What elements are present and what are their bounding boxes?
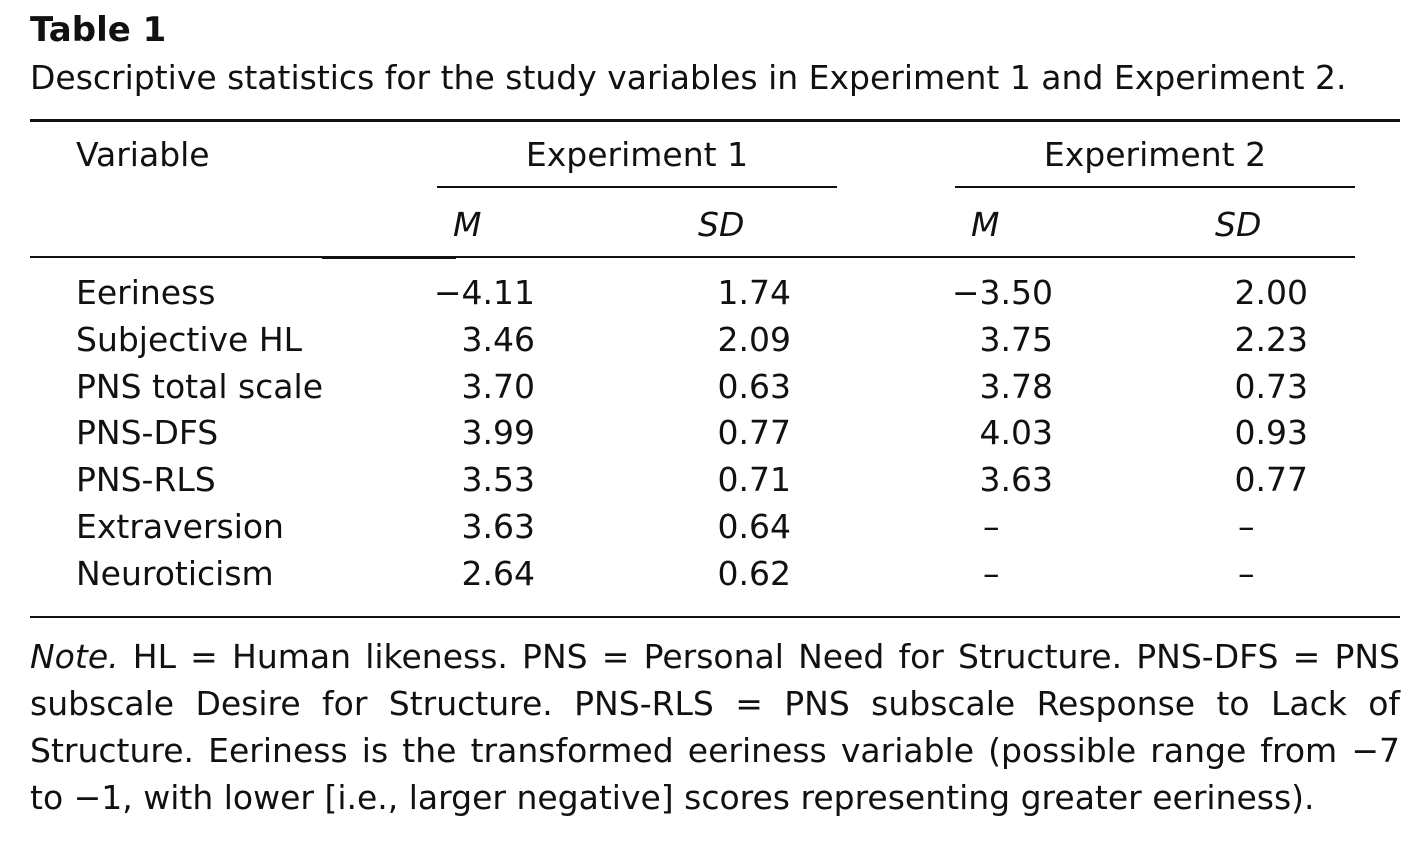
bottom-rule: [30, 616, 1400, 618]
row-label: PNS-DFS: [76, 413, 219, 452]
row-label: Eeriness: [76, 273, 216, 312]
cell-exp1-m: −4.11: [433, 273, 535, 312]
cell-exp1-sd: 1.74: [717, 273, 791, 312]
row-label: Neuroticism: [76, 554, 274, 593]
cell-exp2-m: –: [983, 507, 1000, 546]
rule-experiment-1: [437, 186, 837, 188]
header-experiment-1: Experiment 1: [525, 135, 749, 174]
cell-exp2-sd: 2.00: [1234, 273, 1308, 312]
row-label: Subjective HL: [76, 320, 303, 359]
cell-exp1-m: 3.70: [461, 367, 535, 406]
cell-exp2-m: 3.75: [979, 320, 1053, 359]
table-note: Note. HL = Human likeness. PNS = Persona…: [30, 633, 1400, 821]
top-rule: [30, 119, 1400, 122]
header-variable: Variable: [76, 135, 210, 174]
row-label: Extraversion: [76, 507, 284, 546]
cell-exp1-m: 3.46: [461, 320, 535, 359]
cell-exp1-m: 3.63: [461, 507, 535, 546]
cell-exp1-sd: 0.77: [717, 413, 791, 452]
cell-exp2-sd: 0.93: [1234, 413, 1308, 452]
cell-exp2-sd: –: [1238, 554, 1255, 593]
note-text: HL = Human likeness. PNS = Personal Need…: [30, 637, 1400, 817]
cell-exp2-m: –: [983, 554, 1000, 593]
cell-exp1-sd: 2.09: [717, 320, 791, 359]
cell-exp1-sd: 0.64: [717, 507, 791, 546]
note-label: Note.: [30, 637, 119, 676]
cell-exp2-sd: –: [1238, 507, 1255, 546]
cell-exp1-sd: 0.71: [717, 460, 791, 499]
header-rule: [30, 256, 1355, 258]
cell-exp2-sd: 2.23: [1234, 320, 1308, 359]
subheader-exp2-sd: SD: [1215, 205, 1262, 244]
cell-exp1-sd: 0.62: [717, 554, 791, 593]
subheader-exp1-m: M: [453, 205, 482, 244]
rule-experiment-2: [955, 186, 1355, 188]
row-label: PNS total scale: [76, 367, 324, 406]
header-rule-accent: [322, 256, 456, 259]
row-label: PNS-RLS: [76, 460, 216, 499]
cell-exp1-m: 3.99: [461, 413, 535, 452]
cell-exp1-m: 2.64: [461, 554, 535, 593]
cell-exp2-m: −3.50: [951, 273, 1053, 312]
cell-exp2-sd: 0.73: [1234, 367, 1308, 406]
cell-exp1-sd: 0.63: [717, 367, 791, 406]
cell-exp2-m: 3.63: [979, 460, 1053, 499]
cell-exp2-m: 4.03: [979, 413, 1053, 452]
table-caption: Descriptive statistics for the study var…: [30, 58, 1347, 97]
subheader-exp2-m: M: [971, 205, 1000, 244]
cell-exp1-m: 3.53: [461, 460, 535, 499]
cell-exp2-m: 3.78: [979, 367, 1053, 406]
cell-exp2-sd: 0.77: [1234, 460, 1308, 499]
subheader-exp1-sd: SD: [698, 205, 745, 244]
header-experiment-2: Experiment 2: [1043, 135, 1267, 174]
table-label: Table 1: [30, 10, 167, 50]
